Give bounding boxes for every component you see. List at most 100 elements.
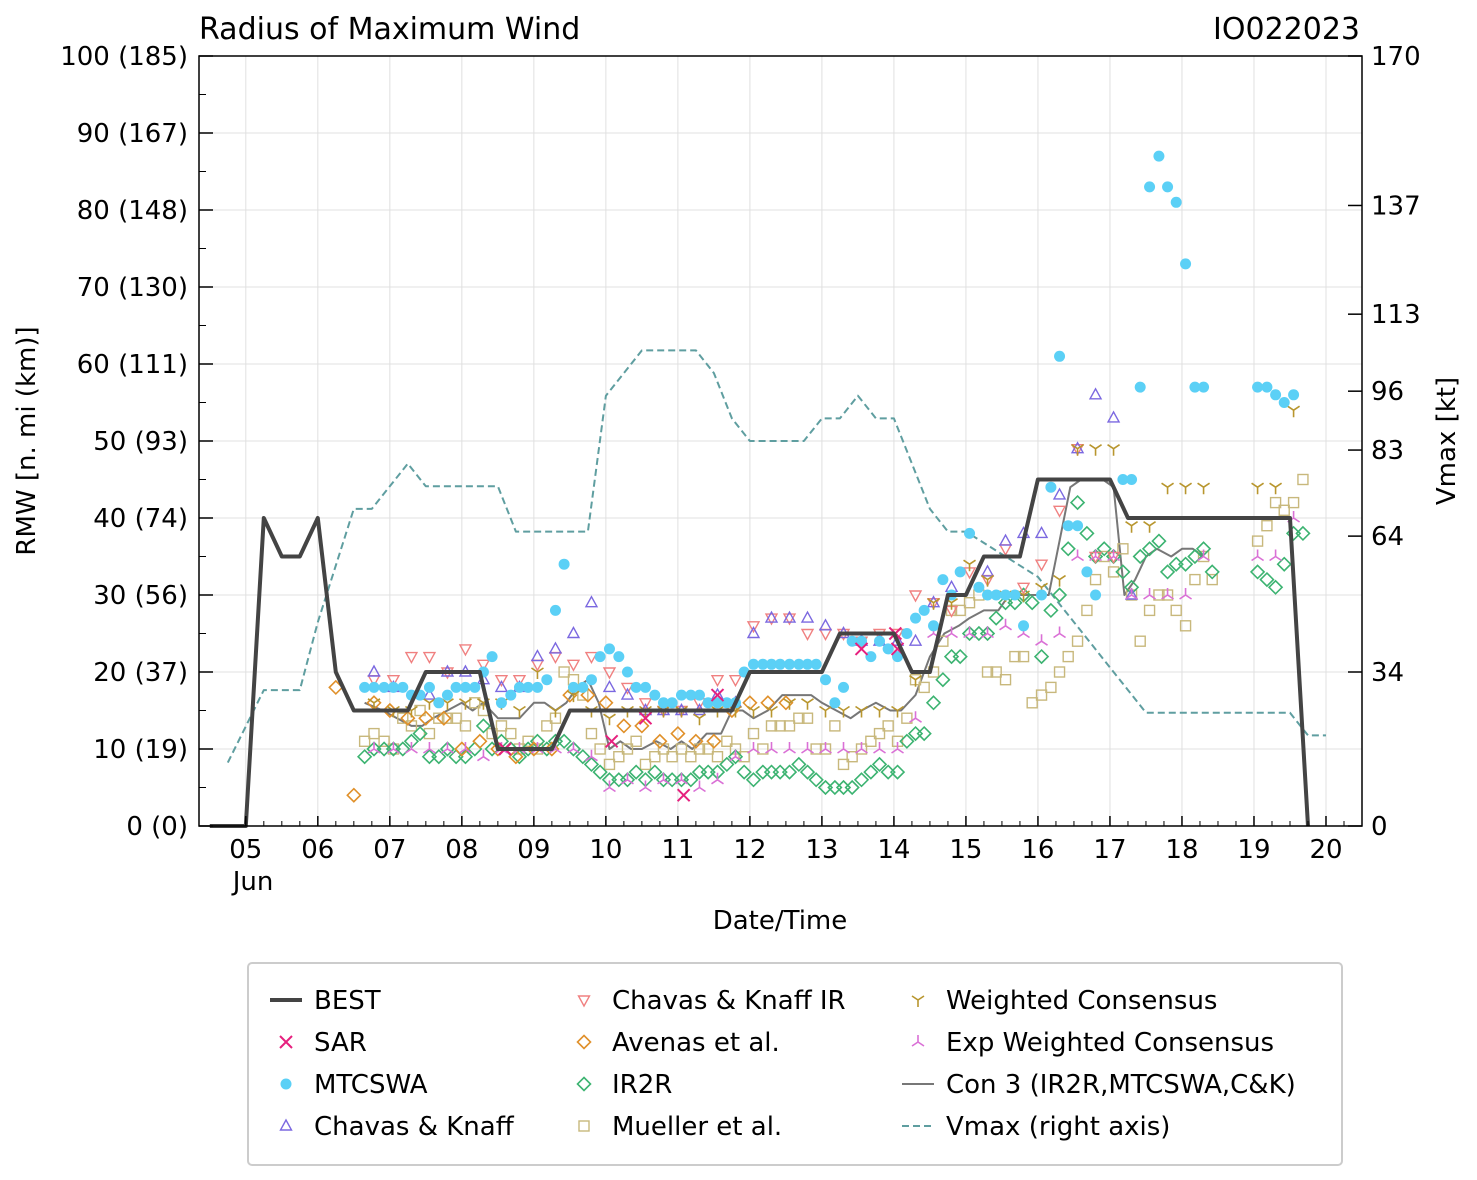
weighted-consensus-point [549, 705, 562, 718]
mtcswa-point [505, 689, 517, 701]
mtcswa-point [1036, 589, 1048, 601]
mtcswa-point [910, 612, 922, 624]
mtcswa-point [486, 651, 498, 663]
legend-label: SAR [314, 1028, 367, 1058]
exp-weighted-consensus-point [440, 742, 454, 754]
ir2r-point [925, 695, 942, 711]
chavas-knaff-point [764, 610, 779, 623]
chavas-knaff-point [548, 641, 563, 654]
mueller-et-al-point [990, 666, 1002, 678]
mueller-et-al-point [1287, 496, 1300, 509]
y2-tick-label: 83 [1371, 436, 1404, 466]
x-tick-label: 20 [1309, 835, 1342, 865]
mueller-et-al-point [594, 743, 606, 755]
mueller-et-al-point [1269, 496, 1282, 509]
exp-weighted-consensus-point [1035, 634, 1048, 646]
mtcswa-point [747, 658, 759, 670]
chavas-knaff-ir-point [710, 675, 725, 688]
mtcswa-point [1144, 181, 1156, 193]
ir2r-point [619, 772, 636, 788]
avenas-et-al-point [418, 710, 434, 726]
mtcswa-point [937, 574, 949, 586]
mueller-et-al-point [1117, 543, 1129, 555]
mtcswa-point [378, 681, 390, 693]
mtcswa-point [495, 697, 507, 709]
y-tick-label: 20 (37) [93, 658, 188, 688]
chavas-knaff-ir-point [908, 590, 923, 603]
exp-weighted-consensus-point [1269, 549, 1283, 562]
mueller-et-al-point [747, 727, 760, 740]
legend-label: IR2R [612, 1070, 672, 1100]
chavas-knaff-point [1088, 387, 1103, 400]
mueller-et-al-point [558, 666, 570, 678]
weighted-consensus-point [1053, 574, 1066, 587]
ir2r-point [395, 741, 411, 757]
mueller-et-al-point [963, 597, 976, 609]
weighted-consensus-point [855, 705, 868, 718]
mueller-et-al-point [1017, 650, 1030, 663]
avenas-et-al-point [436, 710, 452, 726]
mueller-et-al-point [783, 720, 796, 732]
mtcswa-point [1126, 474, 1138, 485]
mtcswa-point [639, 681, 651, 693]
chavas-knaff-point [818, 618, 833, 631]
exp-weighted-consensus-point [693, 780, 706, 793]
mtcswa-point [810, 658, 822, 670]
mueller-et-al-point [675, 743, 688, 755]
mtcswa-point [541, 674, 553, 686]
weighted-consensus-point [1179, 482, 1193, 495]
legend-swatch [576, 1076, 592, 1092]
mueller-et-al-point [882, 720, 894, 732]
y2-tick-label: 113 [1371, 300, 1421, 330]
legend-label: Weighted Consensus [946, 986, 1217, 1016]
ir2r-point [356, 749, 373, 765]
chavas-knaff-point [1034, 525, 1049, 539]
weighted-consensus-point [459, 698, 472, 710]
mueller-et-al-point [1089, 573, 1102, 586]
exp-weighted-consensus-point [1161, 588, 1175, 600]
ir2r-point [899, 733, 915, 749]
weighted-consensus-point [1251, 482, 1265, 495]
chavas-knaff-ir-point [620, 682, 635, 695]
ir2r-point [1249, 564, 1266, 580]
ir2r-point [1267, 579, 1284, 595]
mueller-et-al-point [1134, 635, 1146, 647]
mtcswa-point [1000, 589, 1012, 601]
mueller-et-al-point [846, 751, 858, 763]
mueller-et-al-point [711, 751, 724, 763]
mueller-et-al-point [801, 712, 814, 724]
exp-weighted-consensus-point [837, 742, 850, 754]
mueller-et-al-point [1206, 573, 1218, 586]
ir2r-point [412, 725, 428, 742]
y-tick-label: 60 (111) [77, 350, 188, 380]
exp-weighted-consensus-point [477, 749, 490, 762]
x-axis-label: Date/Time [713, 906, 848, 936]
chavas-knaff-ir-point [404, 651, 419, 665]
y2-tick-label: 137 [1371, 191, 1421, 221]
ir2r-point [592, 764, 608, 780]
chavas-knaff-ir-point [1052, 505, 1067, 518]
weighted-consensus-point [1287, 405, 1301, 418]
ir2r-point [781, 764, 798, 780]
mtcswa-point [1081, 566, 1093, 578]
weighted-consensus-point [1143, 521, 1157, 533]
exp-weighted-consensus-point [1143, 588, 1157, 600]
x-tick-label: 15 [949, 835, 982, 865]
mtcswa-point [1189, 381, 1201, 393]
mueller-et-al-point [793, 712, 805, 724]
ir2r-point [1051, 587, 1068, 603]
legend-label: Avenas et al. [612, 1028, 780, 1058]
mtcswa-point [558, 558, 570, 570]
ir2r-point [1295, 525, 1311, 542]
avenas-et-al-point [652, 733, 668, 749]
y-tick-label: 70 (130) [77, 273, 188, 303]
mtcswa-point [856, 635, 868, 647]
ir2r-point [1141, 541, 1158, 557]
mueller-et-al-point [585, 727, 598, 740]
mtcswa-point [918, 604, 930, 616]
ir2r-point [1043, 602, 1059, 619]
avenas-et-al-point [778, 695, 794, 711]
mtcswa-point [964, 527, 976, 539]
mueller-et-al-point [1081, 604, 1093, 617]
